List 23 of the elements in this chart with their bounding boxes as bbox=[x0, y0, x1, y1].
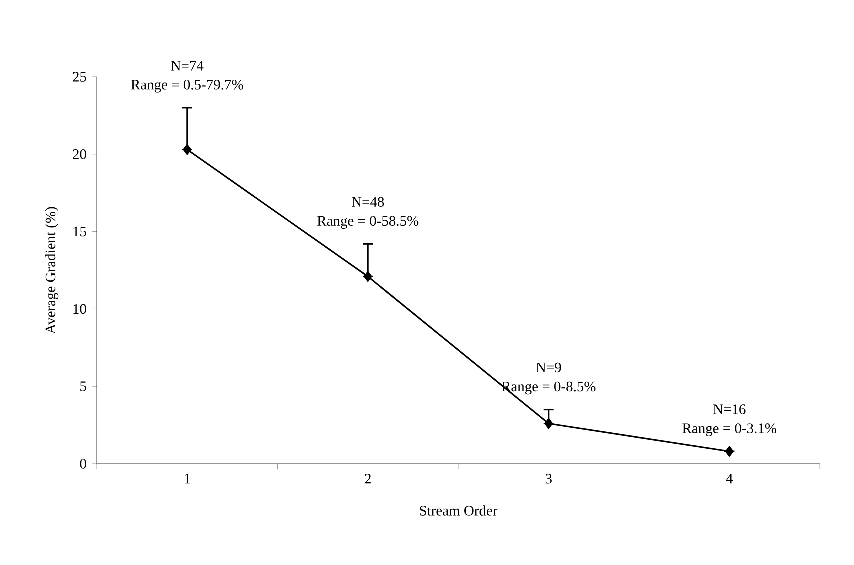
annotation: Range = 0.5-79.7% bbox=[131, 80, 244, 93]
annotation: N=48 bbox=[352, 197, 384, 207]
y-tick-label: 15 bbox=[74, 226, 86, 237]
point bbox=[544, 418, 554, 430]
annotation: Range = 0-58.5% bbox=[318, 216, 419, 229]
text: N=74 bbox=[171, 61, 204, 71]
point bbox=[183, 144, 192, 156]
x-tick-label: 4 bbox=[726, 474, 734, 484]
x-tick-label: 2 bbox=[365, 474, 371, 484]
x-tick-label: 3 bbox=[546, 474, 552, 484]
y-tick-label: 0 bbox=[80, 459, 86, 469]
y-tick-label: 10 bbox=[74, 304, 86, 314]
point bbox=[725, 446, 734, 457]
x-axis-title: Stream Order bbox=[420, 506, 498, 516]
annotation: N=9 bbox=[536, 362, 562, 373]
y-tick-label: 5 bbox=[80, 382, 86, 392]
x-tick-label: 1 bbox=[185, 474, 190, 484]
y-tick-label: 25 bbox=[73, 72, 86, 82]
y-tick-label: 20 bbox=[73, 150, 86, 160]
annotation: N=16 bbox=[713, 404, 746, 414]
annotation: Range = 0-3.1% bbox=[682, 424, 777, 436]
y-axis-title: Average Gradient (%) bbox=[45, 207, 59, 334]
point bbox=[364, 271, 372, 282]
